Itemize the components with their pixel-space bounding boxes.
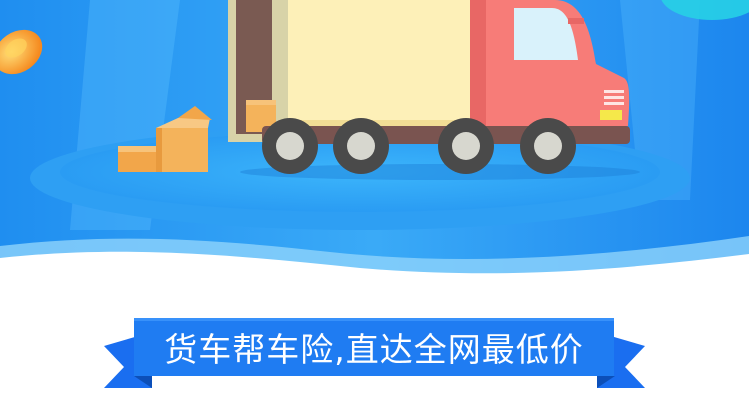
wheel: [262, 118, 318, 174]
light-beam: [620, 0, 700, 200]
truck-illustration: [228, 0, 640, 180]
ribbon-banner: [104, 318, 645, 388]
cardboard-box-icon: [118, 106, 212, 172]
decor-bubble: [661, 0, 749, 20]
wheel: [333, 118, 389, 174]
coin-icon: [0, 29, 43, 75]
wheel: [438, 118, 494, 174]
wheel: [520, 118, 576, 174]
